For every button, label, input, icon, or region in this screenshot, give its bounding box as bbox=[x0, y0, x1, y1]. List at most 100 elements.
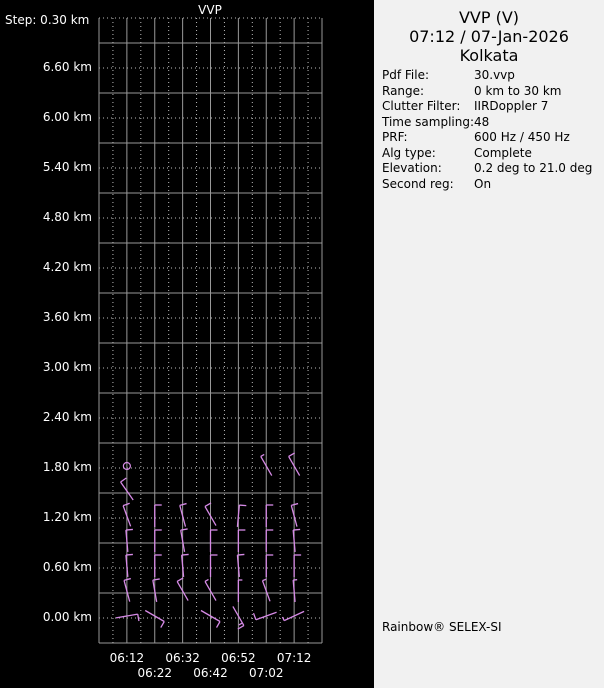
wind-barb-stroke bbox=[293, 528, 301, 531]
wind-barb-calm bbox=[122, 461, 131, 471]
footer-brand: Rainbow® SELEX-SI bbox=[382, 620, 502, 634]
wind-barb-stroke bbox=[262, 578, 267, 582]
wind-barb-stroke bbox=[204, 506, 217, 526]
wind-barb bbox=[237, 529, 246, 552]
info-value: 600 Hz / 450 Hz bbox=[474, 130, 570, 144]
product-datetime: 07:12 / 07-Jan-2026 bbox=[409, 27, 569, 46]
wind-barb bbox=[125, 553, 133, 578]
x-tick-label: 06:42 bbox=[193, 666, 228, 680]
y-tick-label: 0.60 km bbox=[42, 560, 92, 574]
wind-barb-stroke bbox=[123, 577, 131, 582]
wind-barb bbox=[265, 529, 274, 552]
y-tick-label: 2.40 km bbox=[42, 410, 92, 424]
wind-barb bbox=[292, 528, 301, 553]
wind-barb-stroke bbox=[252, 612, 257, 620]
y-tick-label: 4.20 km bbox=[42, 260, 92, 274]
info-value: 30.vvp bbox=[474, 68, 515, 82]
wind-barb bbox=[252, 611, 277, 621]
wind-barb-stroke bbox=[176, 581, 189, 601]
wind-barb bbox=[209, 529, 218, 552]
info-value: IIRDoppler 7 bbox=[474, 99, 549, 113]
y-tick-label: 6.60 km bbox=[42, 60, 92, 74]
y-tick-label: 1.80 km bbox=[42, 460, 92, 474]
wind-barb-stroke bbox=[237, 624, 245, 630]
wind-barb-stroke bbox=[290, 505, 298, 527]
wind-barb-stroke bbox=[237, 553, 245, 556]
x-tick-label: 07:02 bbox=[248, 666, 284, 680]
wind-barb-stroke bbox=[115, 613, 138, 619]
wind-barb bbox=[292, 579, 298, 603]
wind-barb-stroke bbox=[179, 502, 187, 507]
wind-barb bbox=[154, 529, 162, 552]
wind-barb-stroke bbox=[292, 529, 296, 553]
y-tick-label: 4.80 km bbox=[42, 210, 92, 224]
y-tick-label: 6.00 km bbox=[42, 110, 92, 124]
wind-barb-stroke bbox=[236, 554, 240, 578]
vvp-chart-panel: VVP Step: 0.30 km 6.60 km 6.00 km 5.40 km 4… bbox=[5, 3, 323, 680]
wind-barb bbox=[152, 578, 160, 602]
info-value: 48 bbox=[474, 114, 490, 129]
wind-barb bbox=[232, 606, 245, 630]
wind-barb bbox=[209, 554, 218, 577]
wind-barb bbox=[237, 579, 243, 602]
wind-barb-stroke bbox=[125, 528, 133, 531]
x-tick-label: 06:22 bbox=[137, 666, 173, 680]
info-value: 0.2 deg to 21.0 deg bbox=[474, 161, 593, 175]
y-tick-label: 1.20 km bbox=[42, 510, 92, 524]
wind-barb bbox=[144, 609, 165, 628]
product-title: VVP (V) bbox=[458, 8, 520, 27]
wind-barb-stroke bbox=[125, 554, 129, 578]
wind-barb-stroke bbox=[204, 578, 209, 583]
wind-barb-stroke bbox=[255, 611, 277, 621]
wind-barb bbox=[261, 578, 271, 602]
wind-barb-stroke bbox=[288, 456, 301, 476]
wind-barb-stroke bbox=[180, 530, 186, 552]
wind-barb-stroke bbox=[288, 452, 296, 458]
wind-barb bbox=[236, 504, 247, 528]
wind-barb-stroke bbox=[152, 580, 158, 602]
site-name: Kolkata bbox=[459, 46, 519, 65]
wind-barb-stroke bbox=[215, 621, 221, 628]
x-tick-label: 07:12 bbox=[276, 651, 312, 665]
wind-barb-stroke bbox=[281, 616, 285, 621]
wind-barb bbox=[180, 528, 188, 552]
wind-barb bbox=[176, 577, 189, 601]
info-label: Clutter Filter: bbox=[382, 99, 461, 113]
y-tick-label: 3.00 km bbox=[42, 360, 92, 374]
wind-barb-stroke bbox=[204, 502, 212, 508]
wind-barb-stroke bbox=[239, 504, 247, 507]
wind-barb bbox=[120, 477, 134, 501]
wind-barb bbox=[200, 609, 221, 628]
info-label: PRF: bbox=[382, 130, 408, 144]
wind-barb bbox=[181, 553, 189, 578]
wind-barb-stroke bbox=[204, 581, 217, 601]
wind-barb-stroke bbox=[260, 456, 273, 476]
wind-barb-stroke bbox=[125, 529, 129, 553]
info-panel: VVP (V) 07:12 / 07-Jan-2026 Kolkata Pdf … bbox=[374, 0, 604, 688]
wind-barb-stroke bbox=[180, 528, 188, 531]
wind-barb bbox=[179, 502, 187, 527]
wind-barb bbox=[236, 553, 245, 578]
info-label: Range: bbox=[382, 83, 425, 98]
y-tick-label: 5.40 km bbox=[42, 160, 92, 174]
wind-barb-stroke bbox=[120, 477, 127, 483]
wind-barb bbox=[260, 453, 273, 476]
wind-barb-stroke bbox=[125, 553, 133, 556]
wind-barb-stroke bbox=[260, 453, 265, 458]
y-tick-label: 3.60 km bbox=[42, 310, 92, 324]
wind-barb-stroke bbox=[122, 505, 132, 527]
wind-barb bbox=[204, 578, 217, 601]
x-tick-label: 06:52 bbox=[221, 651, 256, 665]
x-tick-label: 06:12 bbox=[109, 651, 145, 665]
wind-barb-stroke bbox=[200, 609, 221, 623]
info-value: Complete bbox=[474, 145, 532, 160]
wind-barb-plot bbox=[98, 17, 323, 644]
wind-barb-stroke bbox=[232, 606, 245, 626]
wind-barb-stroke bbox=[179, 505, 187, 527]
wind-barb-stroke bbox=[160, 621, 165, 628]
wind-barb-stroke bbox=[123, 580, 131, 602]
wind-barb-stroke bbox=[236, 504, 240, 528]
wind-barb bbox=[265, 504, 274, 527]
wind-barb-stroke bbox=[176, 577, 184, 583]
info-value: 0 km to 30 km bbox=[474, 83, 562, 98]
